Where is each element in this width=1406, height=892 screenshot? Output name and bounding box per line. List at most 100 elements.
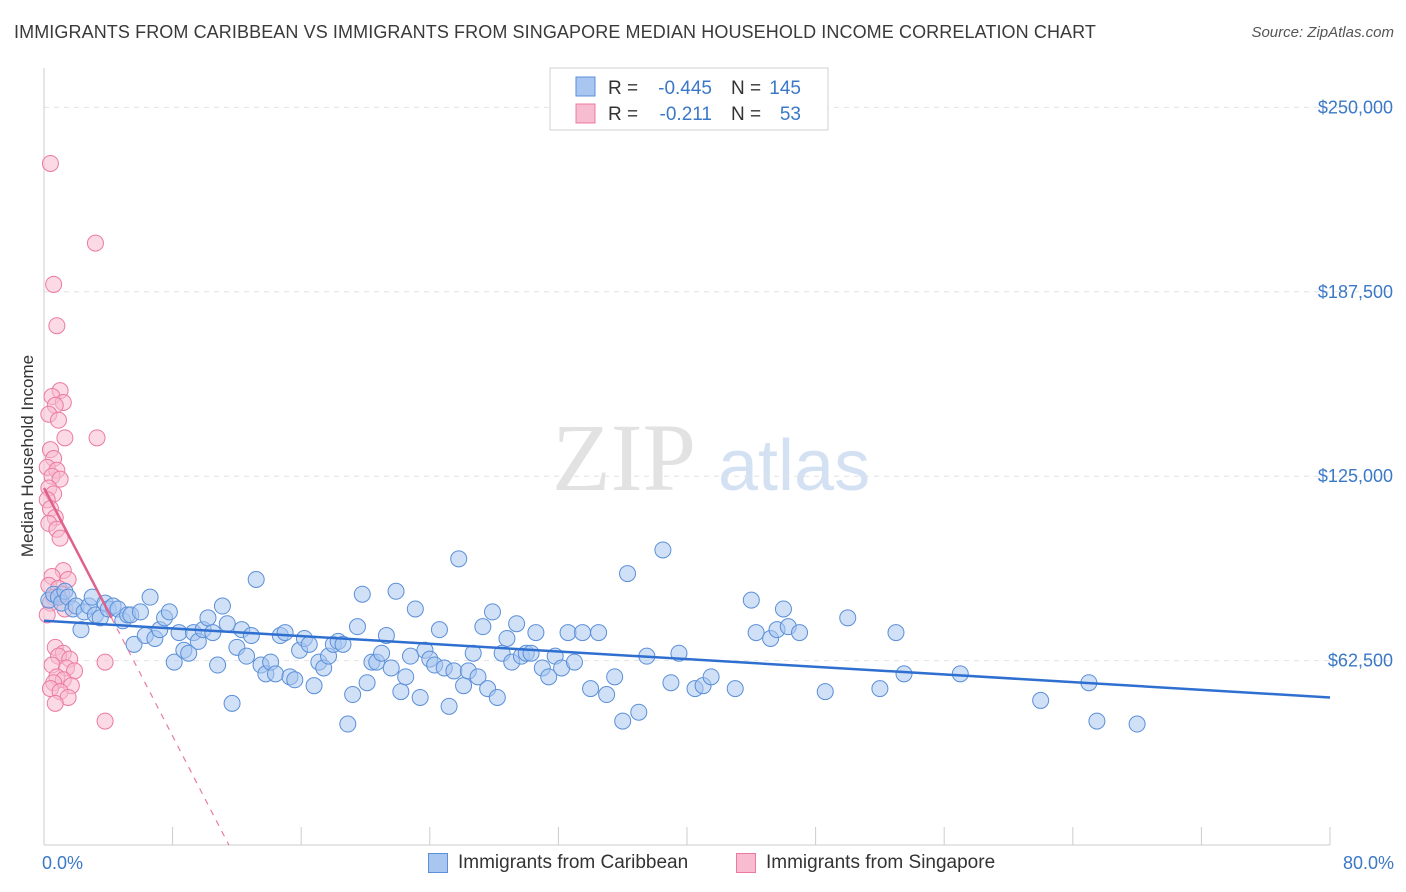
caribbean-point	[170, 624, 188, 642]
caribbean-point	[411, 688, 429, 706]
caribbean-point	[726, 680, 744, 698]
caribbean-point	[1128, 715, 1146, 733]
caribbean-point	[402, 647, 420, 665]
caribbean-point	[160, 603, 178, 621]
y-axis-label: Median Household Income	[18, 355, 37, 557]
caribbean-point	[339, 715, 357, 733]
legend-n-label-1: N =	[731, 78, 761, 99]
caribbean-point	[488, 688, 506, 706]
caribbean-point	[582, 680, 600, 698]
caribbean-point	[305, 677, 323, 695]
legend-n-value-2: 53	[780, 104, 801, 125]
caribbean-point	[406, 600, 424, 618]
caribbean-point	[839, 609, 857, 627]
caribbean-point	[392, 683, 410, 701]
y-tick-label: $62,500	[1328, 651, 1393, 671]
caribbean-point	[276, 624, 294, 642]
singapore-trend-line	[42, 487, 113, 619]
legend-item-caribbean: Immigrants from Caribbean	[428, 852, 688, 874]
caribbean-point	[266, 665, 284, 683]
caribbean-point	[382, 659, 400, 677]
singapore-point	[88, 429, 106, 447]
caribbean-point	[300, 635, 318, 653]
legend-item-singapore: Immigrants from Singapore	[736, 852, 995, 874]
caribbean-point	[606, 668, 624, 686]
caribbean-point	[223, 694, 241, 712]
legend-label-caribbean: Immigrants from Caribbean	[458, 852, 689, 873]
chart-source: Source: ZipAtlas.com	[1251, 24, 1394, 41]
legend-swatch-singapore	[575, 103, 596, 124]
caribbean-point	[440, 697, 458, 715]
caribbean-point	[199, 609, 217, 627]
caribbean-point	[242, 627, 260, 645]
caribbean-point	[747, 624, 765, 642]
singapore-point	[96, 653, 114, 671]
caribbean-point	[895, 665, 913, 683]
caribbean-point	[654, 541, 672, 559]
caribbean-point	[387, 582, 405, 600]
caribbean-point	[213, 597, 231, 615]
caribbean-point	[702, 668, 720, 686]
caribbean-point	[358, 674, 376, 692]
legend-r-label-2: R =	[608, 104, 638, 125]
caribbean-point	[483, 603, 501, 621]
singapore-point	[96, 712, 114, 730]
gridlines	[44, 106, 1392, 662]
caribbean-point	[498, 629, 516, 647]
caribbean-point	[742, 591, 760, 609]
singapore-trend-extension	[110, 617, 230, 846]
caribbean-point	[344, 686, 362, 704]
caribbean-point	[508, 615, 526, 633]
legend-r-value-2: -0.211	[660, 104, 712, 125]
y-tick-labels: $62,500 $125,000 $187,500 $250,000	[1318, 97, 1393, 670]
legend-box	[549, 67, 829, 131]
caribbean-point	[247, 570, 265, 588]
y-tick-label: $187,500	[1318, 282, 1393, 302]
caribbean-point	[204, 624, 222, 642]
caribbean-point	[619, 565, 637, 583]
caribbean-point	[630, 703, 648, 721]
chart-title: IMMIGRANTS FROM CARIBBEAN VS IMMIGRANTS …	[14, 22, 1097, 42]
legend-n-label-2: N =	[731, 104, 761, 125]
x-ticks	[172, 827, 1331, 845]
caribbean-point	[218, 615, 236, 633]
caribbean-point	[348, 618, 366, 636]
singapore-point	[86, 234, 104, 252]
caribbean-point	[334, 635, 352, 653]
caribbean-point	[430, 621, 448, 639]
caribbean-points	[40, 541, 1146, 733]
caribbean-trend-line	[43, 619, 1331, 699]
caribbean-point	[474, 618, 492, 636]
caribbean-point	[377, 627, 395, 645]
caribbean-point	[353, 585, 371, 603]
correlation-legend: R = -0.445 N = 145 R = -0.211 N = 53	[549, 67, 829, 131]
singapore-points	[38, 154, 114, 730]
legend-n-value-1: 145	[769, 78, 801, 99]
caribbean-point	[540, 668, 558, 686]
caribbean-point	[816, 683, 834, 701]
legend-swatch-caribbean-bottom	[428, 853, 448, 873]
caribbean-point	[527, 624, 545, 642]
watermark-atlas: atlas	[718, 426, 870, 506]
caribbean-point	[614, 712, 632, 730]
legend-r-value-1: -0.445	[658, 78, 712, 99]
singapore-point	[48, 317, 66, 335]
caribbean-point	[450, 550, 468, 568]
watermark-zip: ZIP	[552, 404, 696, 511]
caribbean-point	[774, 600, 792, 618]
singapore-point	[46, 694, 64, 712]
singapore-point	[51, 470, 69, 488]
legend-swatch-caribbean	[575, 76, 596, 97]
singapore-point	[45, 275, 63, 293]
caribbean-point	[209, 656, 227, 674]
caribbean-point	[131, 603, 149, 621]
caribbean-point	[1088, 712, 1106, 730]
caribbean-point	[238, 647, 256, 665]
trend-lines	[42, 487, 1331, 846]
caribbean-point	[72, 621, 90, 639]
caribbean-point	[286, 671, 304, 689]
caribbean-point	[887, 624, 905, 642]
singapore-point	[56, 429, 74, 447]
caribbean-point	[373, 644, 391, 662]
